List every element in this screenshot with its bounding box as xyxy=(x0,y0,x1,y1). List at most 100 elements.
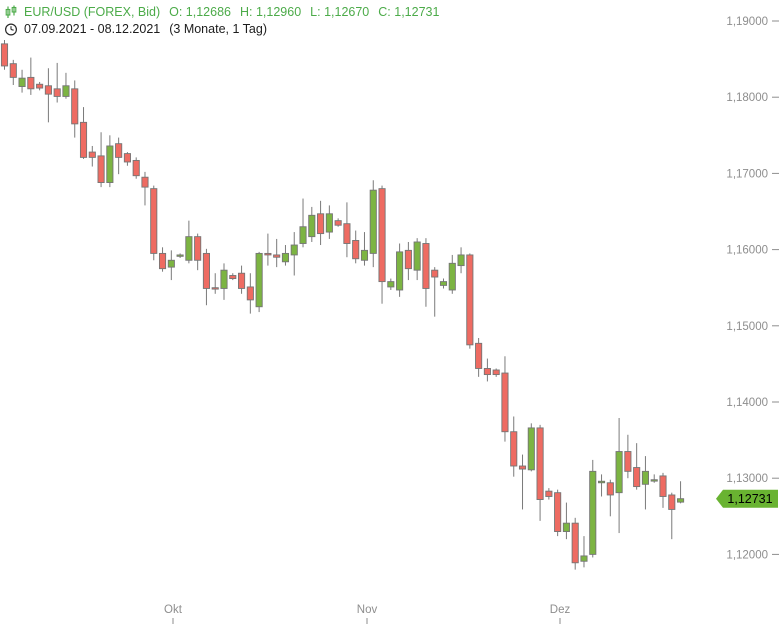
chart-header: EUR/USD (FOREX, Bid) O: 1,12686 H: 1,129… xyxy=(4,3,448,37)
candle-body xyxy=(0,43,9,67)
candle-body xyxy=(527,427,535,471)
candle-body xyxy=(369,189,377,254)
candle-body xyxy=(220,269,228,289)
candle-body xyxy=(141,176,149,188)
candle-body xyxy=(606,482,614,496)
candle-body xyxy=(290,244,298,256)
candle-body xyxy=(317,213,325,235)
candle-body xyxy=(79,121,88,158)
candle-body xyxy=(18,77,26,87)
close-value: C: 1,12731 xyxy=(378,4,440,19)
candle-body xyxy=(71,88,79,125)
candle-body xyxy=(185,236,193,261)
candle-body xyxy=(158,252,167,270)
candle-body xyxy=(624,451,632,472)
candle-body xyxy=(475,342,483,369)
candle-body xyxy=(229,275,237,280)
candle-body xyxy=(518,465,527,470)
candle-body xyxy=(387,281,395,288)
candle-body xyxy=(536,427,544,500)
candle-body xyxy=(343,223,351,244)
candle-body xyxy=(580,555,588,562)
candle-body xyxy=(27,76,35,90)
quote-line: EUR/USD (FOREX, Bid) O: 1,12686 H: 1,129… xyxy=(4,3,448,20)
candle-body xyxy=(194,236,202,261)
candle-body xyxy=(448,262,456,291)
candle-body xyxy=(202,252,210,289)
candle-body xyxy=(439,281,448,286)
y-axis-label: 1,19000 xyxy=(726,16,768,28)
candle-body xyxy=(273,254,281,258)
candle-body xyxy=(255,252,263,308)
low-value: L: 1,12670 xyxy=(310,4,370,19)
candle-body xyxy=(457,254,465,267)
candle-body xyxy=(677,498,685,503)
open-value: O: 1,12686 xyxy=(169,4,231,19)
candle-body xyxy=(281,252,290,263)
candle-body xyxy=(9,63,17,78)
candle-body xyxy=(633,467,641,488)
candle-body xyxy=(53,88,61,97)
candle-body xyxy=(132,159,140,177)
current-price-label: 1,12731 xyxy=(727,492,772,506)
y-axis-label: 1,17000 xyxy=(726,168,768,180)
candle-body xyxy=(562,522,570,532)
candle-body xyxy=(510,431,518,467)
high-value: H: 1,12960 xyxy=(240,4,302,19)
candle-body xyxy=(44,85,52,95)
candle-body xyxy=(264,252,272,256)
candle-body xyxy=(334,220,342,226)
candle-body xyxy=(325,213,333,233)
candle-body xyxy=(641,470,649,485)
candlestick-icon xyxy=(4,5,18,19)
candle-body xyxy=(167,259,175,268)
candle-body xyxy=(431,269,439,278)
candle-body xyxy=(483,368,491,376)
x-axis-label: Dez xyxy=(550,604,571,616)
current-price-tag xyxy=(716,489,778,508)
candle-body xyxy=(308,214,316,238)
date-line: 07.09.2021 - 08.12.2021 (3 Monate, 1 Tag… xyxy=(4,20,448,37)
candle-body xyxy=(668,494,676,510)
candle-body xyxy=(150,188,158,254)
y-axis-label: 1,13000 xyxy=(726,473,768,485)
candle-body xyxy=(176,254,184,257)
candle-body xyxy=(396,251,404,291)
candle-body xyxy=(413,241,421,271)
candle-body xyxy=(545,490,553,497)
x-axis-label: Okt xyxy=(164,604,183,616)
candle-body xyxy=(246,286,254,301)
candle-body xyxy=(492,369,500,376)
candle-body xyxy=(299,226,307,244)
candle-body xyxy=(501,372,509,433)
candle-body xyxy=(650,479,658,482)
candle-body xyxy=(62,85,70,97)
candle-body xyxy=(36,83,44,89)
candle-body xyxy=(422,243,430,289)
candle-body xyxy=(659,475,667,497)
candle-body xyxy=(115,143,123,158)
candle-body xyxy=(404,249,412,270)
candle-body xyxy=(88,151,96,158)
candle-body xyxy=(360,249,369,261)
y-axis-label: 1,15000 xyxy=(726,321,768,333)
y-axis-label: 1,16000 xyxy=(726,245,768,257)
candle-body xyxy=(554,492,562,532)
candle-body xyxy=(123,153,131,163)
candle-body xyxy=(352,240,360,260)
candle-body xyxy=(238,272,246,289)
period-label: (3 Monate, 1 Tag) xyxy=(169,21,267,36)
date-range-label: 07.09.2021 - 08.12.2021 xyxy=(24,21,161,36)
candle-body xyxy=(589,470,597,555)
y-axis-label: 1,18000 xyxy=(726,92,768,104)
candle-body xyxy=(106,145,114,183)
y-axis-label: 1,12000 xyxy=(726,549,768,561)
candle-body xyxy=(378,188,386,283)
candlestick-icon-svg xyxy=(5,5,17,18)
candle-body xyxy=(571,522,579,564)
y-axis-label: 1,14000 xyxy=(726,397,768,409)
x-axis-label: Nov xyxy=(357,604,378,616)
candle-body xyxy=(97,155,105,183)
